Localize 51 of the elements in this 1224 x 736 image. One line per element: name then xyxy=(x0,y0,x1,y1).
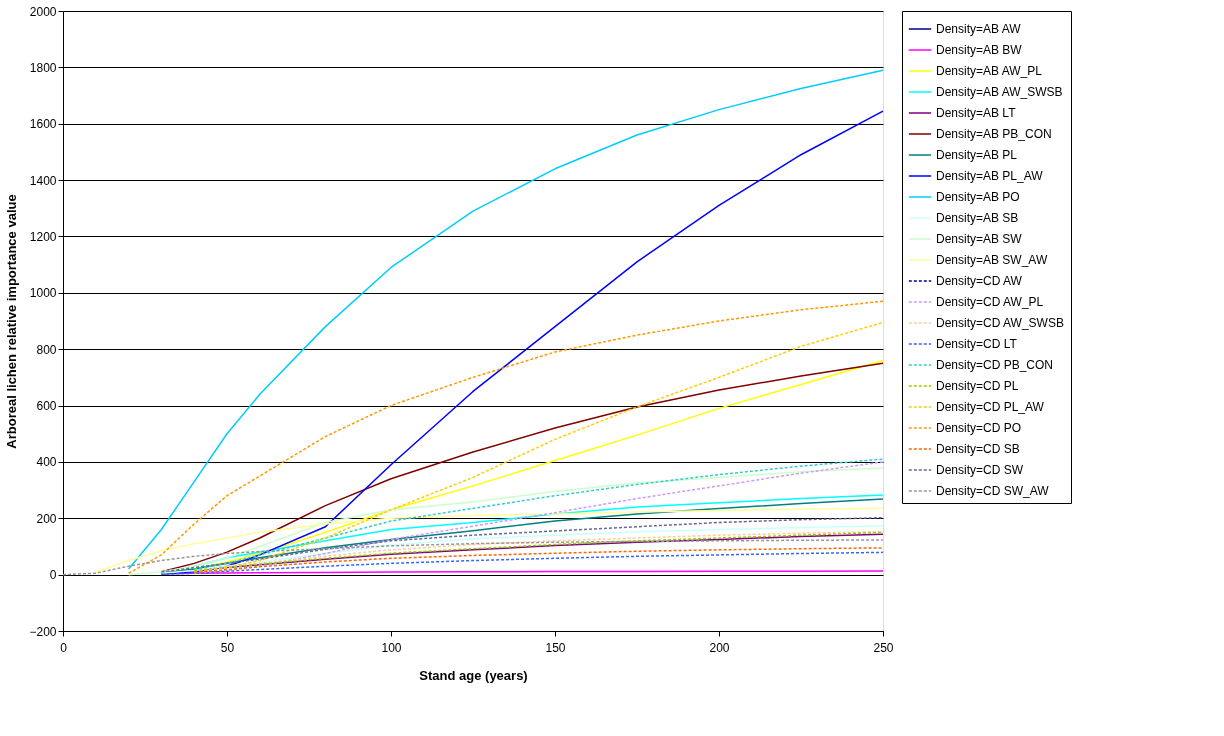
y-tick-label: 1200 xyxy=(29,229,57,244)
legend-label: Density=CD AW_PL xyxy=(936,295,1044,309)
legend-label: Density=AB BW xyxy=(936,43,1023,57)
x-axis-title: Stand age (years) xyxy=(419,667,528,683)
legend-label: Density=AB SW xyxy=(936,232,1023,246)
line-series xyxy=(160,551,884,576)
line-series xyxy=(193,321,884,573)
legend-label: Density=CD PL_AW xyxy=(936,400,1045,414)
y-tick-label: 200 xyxy=(36,511,57,526)
legend-label: Density=CD SW_AW xyxy=(936,484,1050,498)
y-tick-label: 1600 xyxy=(29,117,57,132)
legend-label: Density=AB PO xyxy=(936,190,1020,204)
legend-label: Density=AB PL xyxy=(936,148,1018,162)
y-tick-label: 400 xyxy=(36,455,57,470)
x-tick-label: 100 xyxy=(381,640,402,655)
y-tick-label: −200 xyxy=(29,624,57,639)
y-axis-title: Arboreal lichen relative importance value xyxy=(4,194,20,449)
line-series xyxy=(160,516,884,573)
legend-label: Density=AB AW xyxy=(936,22,1022,36)
y-tick-label: 600 xyxy=(36,399,57,414)
x-tick-label: 50 xyxy=(220,640,235,655)
line-series xyxy=(95,507,884,573)
line-series xyxy=(127,300,884,574)
legend-label: Density=AB PL_AW xyxy=(936,169,1044,183)
legend-label: Density=CD SB xyxy=(936,442,1020,456)
legend-label: Density=CD PO xyxy=(936,421,1022,435)
y-tick-label: 1800 xyxy=(29,60,57,75)
line-series xyxy=(160,525,884,574)
legend-label: Density=AB SW_AW xyxy=(936,253,1048,267)
legend-label: Density=AB AW_SWSB xyxy=(936,85,1063,99)
legend-label: Density=AB LT xyxy=(936,106,1017,120)
legend-label: Density=CD AW_SWSB xyxy=(936,316,1064,330)
x-tick-label: 150 xyxy=(545,640,566,655)
legend-label: Density=AB PB_CON xyxy=(936,127,1052,141)
x-tick-label: 0 xyxy=(60,640,68,655)
legend-label: Density=CD PB_CON xyxy=(936,358,1054,372)
line-series xyxy=(193,547,884,574)
legend-label: Density=CD PL xyxy=(936,379,1019,393)
y-tick-label: 0 xyxy=(49,568,57,583)
line-series xyxy=(62,539,884,576)
y-tick-label: 1400 xyxy=(29,173,57,188)
legend-label: Density=CD AW xyxy=(936,274,1023,288)
legend-label: Density=CD SW xyxy=(936,463,1024,477)
y-tick-label: 1000 xyxy=(29,286,57,301)
legend-label: Density=AB SB xyxy=(936,211,1019,225)
y-tick-label: 800 xyxy=(36,342,57,357)
x-tick-label: 250 xyxy=(873,640,894,655)
legend-label: Density=AB AW_PL xyxy=(936,64,1043,78)
legend-label: Density=CD LT xyxy=(936,337,1018,351)
y-tick-label: 2000 xyxy=(29,4,57,19)
x-tick-label: 200 xyxy=(709,640,730,655)
